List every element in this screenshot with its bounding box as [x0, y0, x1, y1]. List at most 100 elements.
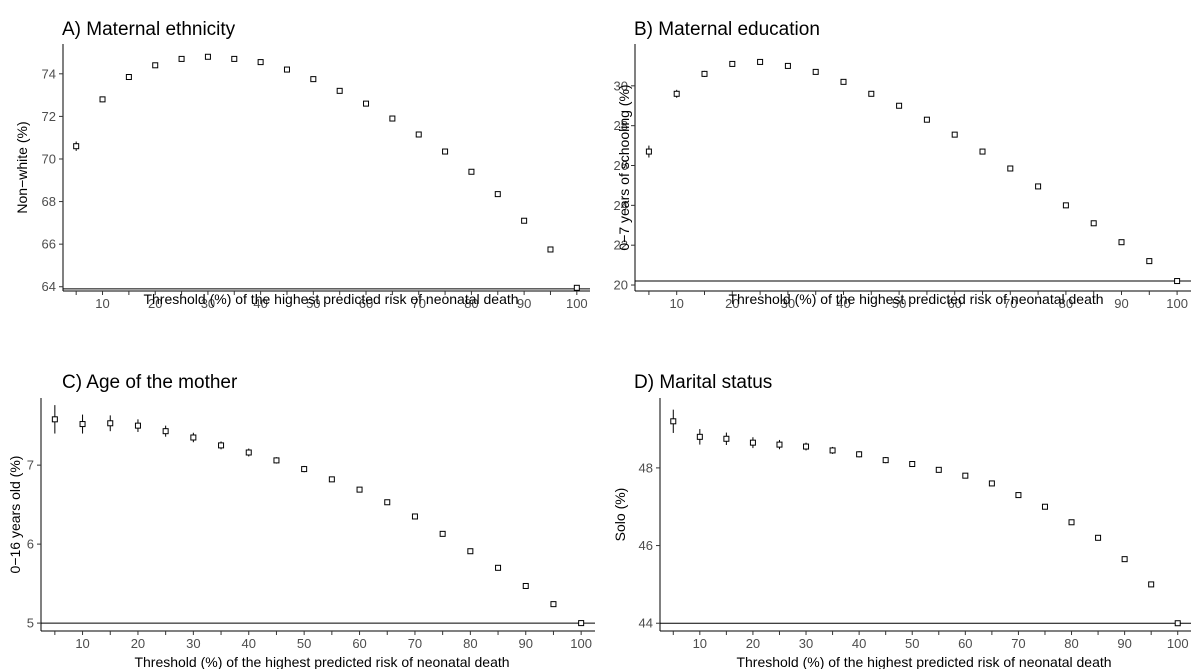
x-tick-label: 70 — [1003, 296, 1017, 311]
data-point — [673, 90, 680, 97]
y-tick-label: 6 — [27, 537, 34, 552]
y-axis-label: Solo (%) — [612, 488, 628, 542]
chart-title: D) Marital status — [634, 372, 772, 393]
data-point — [909, 461, 916, 468]
x-tick-label: 40 — [242, 636, 256, 651]
data-point — [951, 131, 958, 138]
data-point — [273, 457, 280, 464]
x-tick-label: 70 — [408, 636, 422, 651]
x-tick-label: 100 — [1167, 636, 1189, 651]
data-point — [1174, 278, 1181, 285]
y-tick-label: 24 — [614, 198, 628, 213]
x-tick-label: 100 — [566, 296, 588, 311]
data-point — [125, 74, 132, 81]
data-point — [439, 530, 446, 537]
x-tick-label: 50 — [905, 636, 919, 651]
data-point — [356, 486, 363, 493]
data-point — [79, 421, 86, 428]
data-point — [204, 53, 211, 60]
data-point — [99, 96, 106, 103]
y-tick-label: 22 — [614, 238, 628, 253]
x-tick-label: 10 — [95, 296, 109, 311]
x-tick-label: 30 — [201, 296, 215, 311]
data-point — [1062, 202, 1069, 209]
x-tick-label: 100 — [1166, 296, 1188, 311]
data-point — [701, 70, 708, 77]
x-tick-label: 30 — [781, 296, 795, 311]
data-point — [231, 55, 238, 62]
x-tick-label: 60 — [947, 296, 961, 311]
data-point — [723, 435, 730, 442]
x-tick-label: 70 — [411, 296, 425, 311]
x-tick-label: 10 — [693, 636, 707, 651]
data-point — [495, 564, 502, 571]
data-point — [696, 433, 703, 440]
data-point — [1007, 165, 1014, 172]
x-tick-label: 60 — [359, 296, 373, 311]
data-point — [522, 582, 529, 589]
y-tick-label: 66 — [42, 237, 56, 252]
data-point — [245, 449, 252, 456]
data-point — [389, 115, 396, 122]
chart-panel-3: C) Age of the mother 5 6 7 10 20 30 40 50 60 70 80 9… — [7, 372, 595, 669]
data-point — [1041, 503, 1048, 510]
data-point — [547, 246, 554, 253]
x-tick-label: 50 — [297, 636, 311, 651]
x-tick-label: 90 — [517, 296, 531, 311]
y-tick-label: 26 — [614, 158, 628, 173]
y-tick-label: 46 — [639, 538, 653, 553]
x-tick-label: 10 — [75, 636, 89, 651]
data-point — [1015, 492, 1022, 499]
data-point — [670, 418, 677, 425]
x-tick-label: 80 — [464, 296, 478, 311]
x-tick-label: 90 — [1114, 296, 1128, 311]
x-tick-label: 60 — [352, 636, 366, 651]
x-tick-label: 90 — [519, 636, 533, 651]
data-point — [328, 476, 335, 483]
data-point — [923, 116, 930, 123]
data-point — [152, 62, 159, 69]
x-tick-label: 50 — [306, 296, 320, 311]
chart-title: C) Age of the mother — [62, 372, 238, 393]
data-point — [882, 457, 889, 464]
data-point — [812, 68, 819, 75]
data-point — [729, 60, 736, 67]
data-point — [190, 434, 197, 441]
y-tick-label: 68 — [42, 194, 56, 209]
x-axis-label: Threshold (%) of the highest predicted r… — [134, 654, 509, 669]
y-tick-label: 48 — [639, 460, 653, 475]
x-tick-label: 20 — [131, 636, 145, 651]
data-point — [1146, 258, 1153, 265]
data-point — [442, 148, 449, 155]
x-axis-label: Threshold (%) of the highest predicted r… — [143, 291, 518, 307]
y-tick-label: 5 — [27, 616, 34, 631]
y-tick-label: 72 — [42, 109, 56, 124]
data-point — [283, 66, 290, 73]
data-point — [829, 447, 836, 454]
chart-panel-2: B) Maternal education 20 22 24 26 28 30 10 20 30 4… — [614, 19, 1191, 311]
y-tick-label: 74 — [42, 66, 56, 81]
data-point — [962, 472, 969, 479]
data-point — [1121, 556, 1128, 563]
data-point — [301, 466, 308, 473]
data-point — [494, 191, 501, 198]
y-tick-label: 20 — [614, 278, 628, 293]
chart-panel-4: D) Marital status 44 46 48 10 20 30 40 50 60 70 80 9… — [612, 372, 1191, 669]
x-tick-label: 40 — [852, 636, 866, 651]
x-tick-label: 30 — [186, 636, 200, 651]
x-tick-label: 100 — [570, 636, 592, 651]
data-point — [550, 601, 557, 608]
data-point — [1095, 534, 1102, 541]
x-tick-label: 10 — [669, 296, 683, 311]
data-point — [840, 78, 847, 85]
y-tick-label: 30 — [614, 78, 628, 93]
x-axis-label: Threshold (%) of the highest predicted r… — [728, 291, 1103, 307]
y-axis-label: Non−white (%) — [14, 121, 30, 213]
data-point — [178, 55, 185, 62]
data-point — [218, 442, 225, 449]
data-point — [107, 420, 114, 427]
data-point — [803, 443, 810, 450]
data-point — [784, 62, 791, 69]
data-point — [257, 59, 264, 66]
